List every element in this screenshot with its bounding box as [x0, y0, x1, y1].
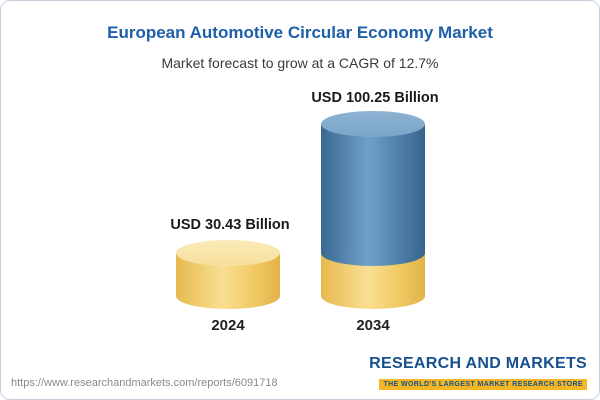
bar-2024 [176, 240, 280, 309]
research-and-markets-logo: RESEARCH AND MARKETS THE WORLD'S LARGEST… [369, 355, 587, 391]
bar-2034 [321, 111, 425, 309]
bar-2034-cap [321, 111, 425, 137]
chart-title: European Automotive Circular Economy Mar… [107, 23, 493, 42]
logo-wordmark: RESEARCH AND MARKETS [369, 355, 587, 373]
logo-tagline: THE WORLD'S LARGEST MARKET RESEARCH STOR… [379, 379, 587, 390]
chart-subtitle: Market forecast to grow at a CAGR of 12.… [161, 55, 439, 71]
bar-2034-top-segment [321, 124, 425, 266]
category-label-2034: 2034 [356, 317, 390, 334]
value-label-2034: USD 100.25 Billion [311, 90, 439, 106]
value-label-2024: USD 30.43 Billion [170, 217, 290, 233]
source-url-link[interactable]: https://www.researchandmarkets.com/repor… [11, 377, 278, 389]
bar-2024-cap [176, 240, 280, 266]
category-label-2024: 2024 [211, 317, 245, 334]
